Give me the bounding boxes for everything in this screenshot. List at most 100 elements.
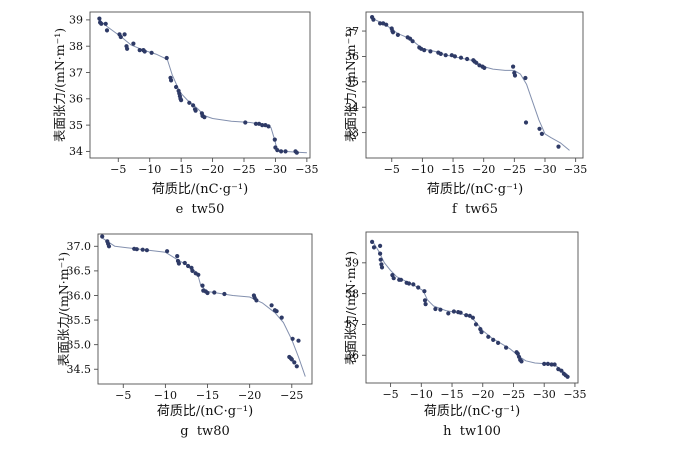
data-point [552, 362, 557, 367]
y-tick-label: 37 [345, 318, 359, 331]
data-point [464, 313, 469, 318]
data-point [565, 374, 570, 379]
data-point [175, 254, 180, 259]
data-point [254, 298, 259, 303]
data-point [479, 330, 484, 335]
x-tick-label: −35 [563, 388, 586, 401]
x-tick-label: −15 [441, 163, 464, 176]
x-tick-label: −10 [138, 163, 161, 176]
data-point [446, 311, 451, 316]
fit-line [101, 237, 306, 377]
x-axis-label: 荷质比/(nC·g⁻¹) [156, 404, 254, 419]
axis-frame [365, 231, 579, 384]
data-point [423, 302, 428, 307]
data-point [243, 120, 248, 125]
data-point [149, 50, 154, 55]
x-tick-label: −20 [238, 389, 261, 402]
data-point [296, 338, 301, 343]
data-point [176, 261, 181, 266]
y-tick-label: 37 [69, 66, 83, 79]
x-tick-label: −5 [384, 163, 400, 176]
data-point [122, 32, 127, 37]
data-point [294, 150, 299, 155]
data-point [545, 361, 550, 366]
y-tick-label: 38 [345, 287, 359, 300]
y-tick-label: 35.5 [67, 314, 92, 327]
data-point [193, 108, 198, 113]
data-point [474, 60, 479, 65]
y-tick-label: 36.5 [67, 265, 92, 278]
data-point [378, 243, 383, 248]
x-tick-label: −30 [533, 388, 556, 401]
data-point [279, 149, 284, 154]
data-point [452, 54, 457, 59]
data-point [283, 149, 288, 154]
data-point [134, 247, 139, 252]
x-tick-label: −15 [170, 163, 193, 176]
data-point [378, 21, 383, 26]
x-tick-label: −30 [264, 163, 287, 176]
data-point [142, 49, 147, 54]
data-point [371, 245, 377, 250]
data-point [556, 144, 561, 149]
x-tick-label: −35 [564, 163, 587, 176]
x-tick-label: −30 [533, 163, 556, 176]
x-tick-label: −20 [472, 163, 495, 176]
x-axis-label: 荷质比/(nC·g⁻¹) [423, 404, 521, 419]
chart-plot-g: −5 −10 −15 −20 −25 34.5 35.0 35.5 36.0 36.5 37.0 [67, 233, 313, 402]
chart-plot-f: −5 −10 −15 −20 −25 −30 −35 33 34 35 36 37 [345, 11, 587, 176]
y-tick-label: 33 [345, 126, 359, 139]
y-tick-label: 34 [69, 145, 83, 158]
data-point [279, 315, 284, 320]
data-point [379, 265, 385, 270]
data-point [539, 131, 544, 136]
data-point [398, 277, 404, 282]
data-point [465, 56, 470, 62]
data-point [275, 148, 280, 153]
y-tick-label: 39 [345, 257, 359, 270]
data-point [519, 359, 524, 364]
data-point [187, 100, 192, 105]
data-point [470, 315, 475, 320]
data-point [422, 289, 427, 294]
chart-plot-h: −5 −10 −15 −20 −25 −30 −35 36 37 38 39 [345, 231, 587, 401]
data-point [140, 247, 145, 252]
x-tick-label: −25 [280, 389, 303, 402]
data-point [370, 239, 375, 244]
data-point [131, 41, 136, 46]
chart-caption: e tw50 [175, 202, 225, 217]
data-point [269, 303, 274, 308]
data-point [104, 28, 110, 33]
data-point [103, 21, 108, 26]
axis-frame [365, 11, 584, 159]
data-point [511, 64, 516, 69]
data-point [542, 361, 547, 366]
data-point [556, 367, 561, 372]
data-point [390, 30, 396, 35]
data-point [125, 46, 130, 51]
data-point [458, 55, 464, 60]
data-point [395, 32, 400, 38]
y-tick-label: 34 [345, 101, 359, 114]
x-tick-label: −5 [110, 163, 126, 176]
data-point [549, 362, 554, 367]
y-tick-label: 36 [345, 50, 359, 63]
data-point [416, 285, 421, 290]
y-axis-label: 表面张力/(mN·m⁻¹) [52, 27, 67, 143]
y-tick-label: 35.0 [67, 338, 92, 351]
data-point [491, 337, 496, 342]
axis-frame [89, 11, 311, 159]
y-tick-label: 36 [345, 349, 359, 362]
data-point [406, 281, 412, 286]
x-tick-label: −15 [196, 389, 219, 402]
y-axis-label: 表面张力/(mN·m⁻¹) [343, 27, 358, 143]
data-point [438, 307, 443, 312]
x-tick-label: −25 [502, 388, 525, 401]
data-point [411, 282, 416, 287]
data-point [260, 123, 265, 128]
data-point [443, 53, 448, 58]
data-point [196, 272, 201, 277]
data-point [118, 34, 123, 40]
data-point [523, 75, 528, 81]
data-point [97, 16, 102, 21]
